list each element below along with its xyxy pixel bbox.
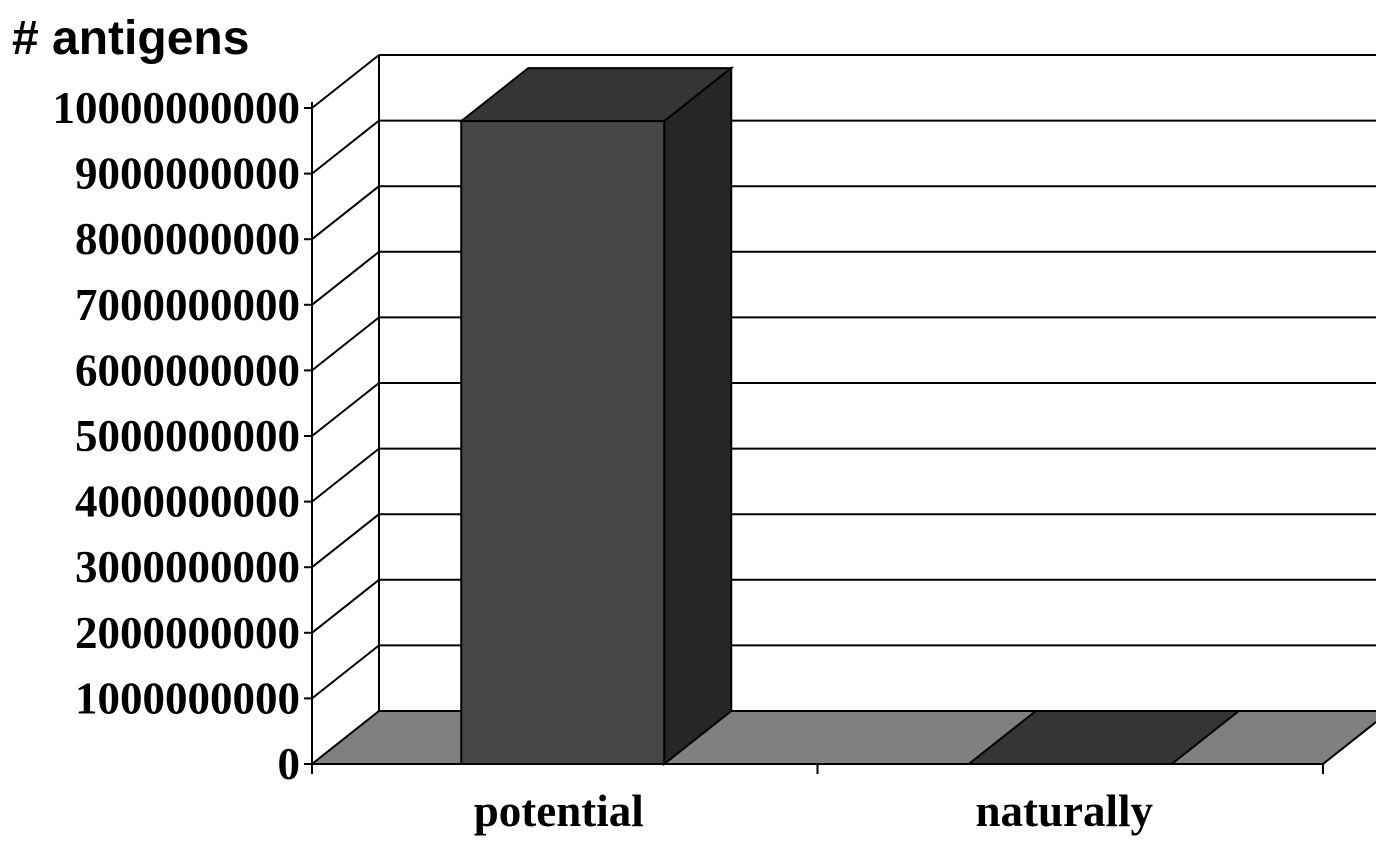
- y-tick-labels: 0 1000000000 2000000000 3000000000 400000000…: [53, 83, 301, 789]
- gridline-diagonal: [311, 54, 380, 109]
- gridline-diagonal: [311, 316, 380, 372]
- y-tick-label: 2000000000: [75, 608, 300, 658]
- y-tick-label: 5000000000: [75, 411, 300, 461]
- axes: [304, 102, 1324, 774]
- y-tick-label: 9000000000: [75, 149, 300, 199]
- y-axis-title: # antigens: [12, 12, 249, 65]
- x-category-label: naturally: [975, 786, 1153, 836]
- gridline-diagonal: [311, 447, 380, 503]
- y-tick-label: 7000000000: [75, 280, 300, 330]
- bars: [458, 66, 1242, 767]
- y-tick-label: 10000000000: [53, 83, 301, 133]
- bar-potential: [458, 66, 735, 767]
- y-tick-label: 8000000000: [75, 214, 300, 264]
- y-tick-label: 1000000000: [75, 673, 300, 723]
- gridline-diagonal: [311, 579, 380, 634]
- gridline-diagonal: [311, 251, 380, 306]
- y-tick-label: 3000000000: [75, 542, 300, 592]
- bar-front-face: [460, 120, 666, 766]
- gridline-diagonal: [311, 513, 380, 568]
- gridline-diagonal: [311, 185, 380, 240]
- gridline-diagonal: [311, 382, 380, 437]
- gridline-diagonal: [311, 119, 380, 175]
- x-category-labels: potential naturally: [474, 786, 1154, 836]
- bar-side-face: [663, 66, 733, 767]
- x-category-label: potential: [474, 786, 644, 836]
- y-tick-label: 4000000000: [75, 477, 300, 527]
- gridline-diagonal: [311, 644, 380, 700]
- y-tick-label: 0: [278, 739, 301, 789]
- y-tick-label: 6000000000: [75, 345, 300, 395]
